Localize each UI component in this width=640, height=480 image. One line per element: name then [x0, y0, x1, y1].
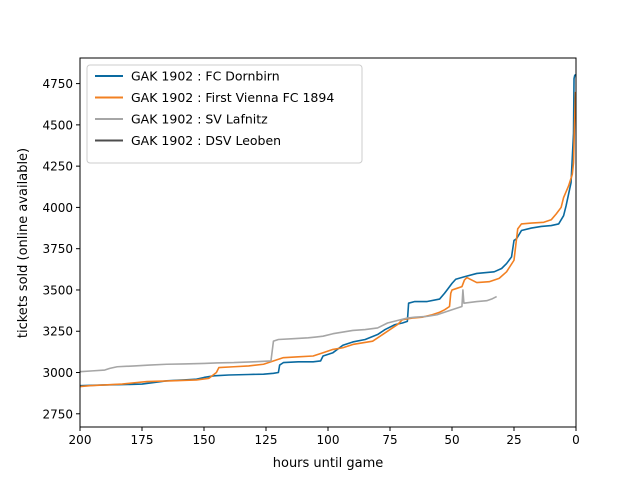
y-tick-label: 2750	[42, 407, 73, 421]
series-line-3	[79, 289, 497, 373]
y-tick-label: 3250	[42, 325, 73, 339]
x-tick-label: 0	[572, 433, 580, 447]
x-axis-label: hours until game	[273, 456, 384, 471]
series-line-1	[79, 73, 577, 387]
legend-label-2: GAK 1902 : First Vienna FC 1894	[131, 90, 334, 105]
y-tick-label: 4750	[42, 77, 73, 91]
legend: GAK 1902 : FC Dornbirn GAK 1902 : First V…	[86, 64, 363, 164]
x-tick-label: 75	[382, 433, 397, 447]
legend-label-1: GAK 1902 : FC Dornbirn	[131, 69, 280, 84]
y-axis-label: tickets sold (online available)	[16, 148, 31, 338]
x-tick-label: 25	[506, 433, 521, 447]
x-tick-label: 50	[444, 433, 459, 447]
y-axis-ticks: 2750 3000 3250 3500 3750 4000 4250 4500 4750	[42, 77, 80, 421]
series-layer	[79, 73, 577, 388]
x-tick-label: 100	[317, 433, 340, 447]
y-tick-label: 4000	[42, 201, 73, 215]
x-tick-label: 125	[255, 433, 278, 447]
legend-label-3: GAK 1902 : SV Lafnitz	[131, 112, 268, 127]
x-tick-label: 175	[131, 433, 154, 447]
legend-box	[86, 64, 363, 164]
y-tick-label: 3000	[42, 366, 73, 380]
y-tick-label: 4250	[42, 160, 73, 174]
x-tick-label: 150	[193, 433, 216, 447]
x-tick-label: 200	[69, 433, 92, 447]
y-tick-label: 4500	[42, 118, 73, 132]
y-tick-label: 3500	[42, 283, 73, 297]
x-axis-ticks: 200 175 150 125 100 75 50 25 0	[69, 427, 580, 447]
legend-label-4: GAK 1902 : DSV Leoben	[131, 133, 281, 148]
y-tick-label: 3750	[42, 242, 73, 256]
